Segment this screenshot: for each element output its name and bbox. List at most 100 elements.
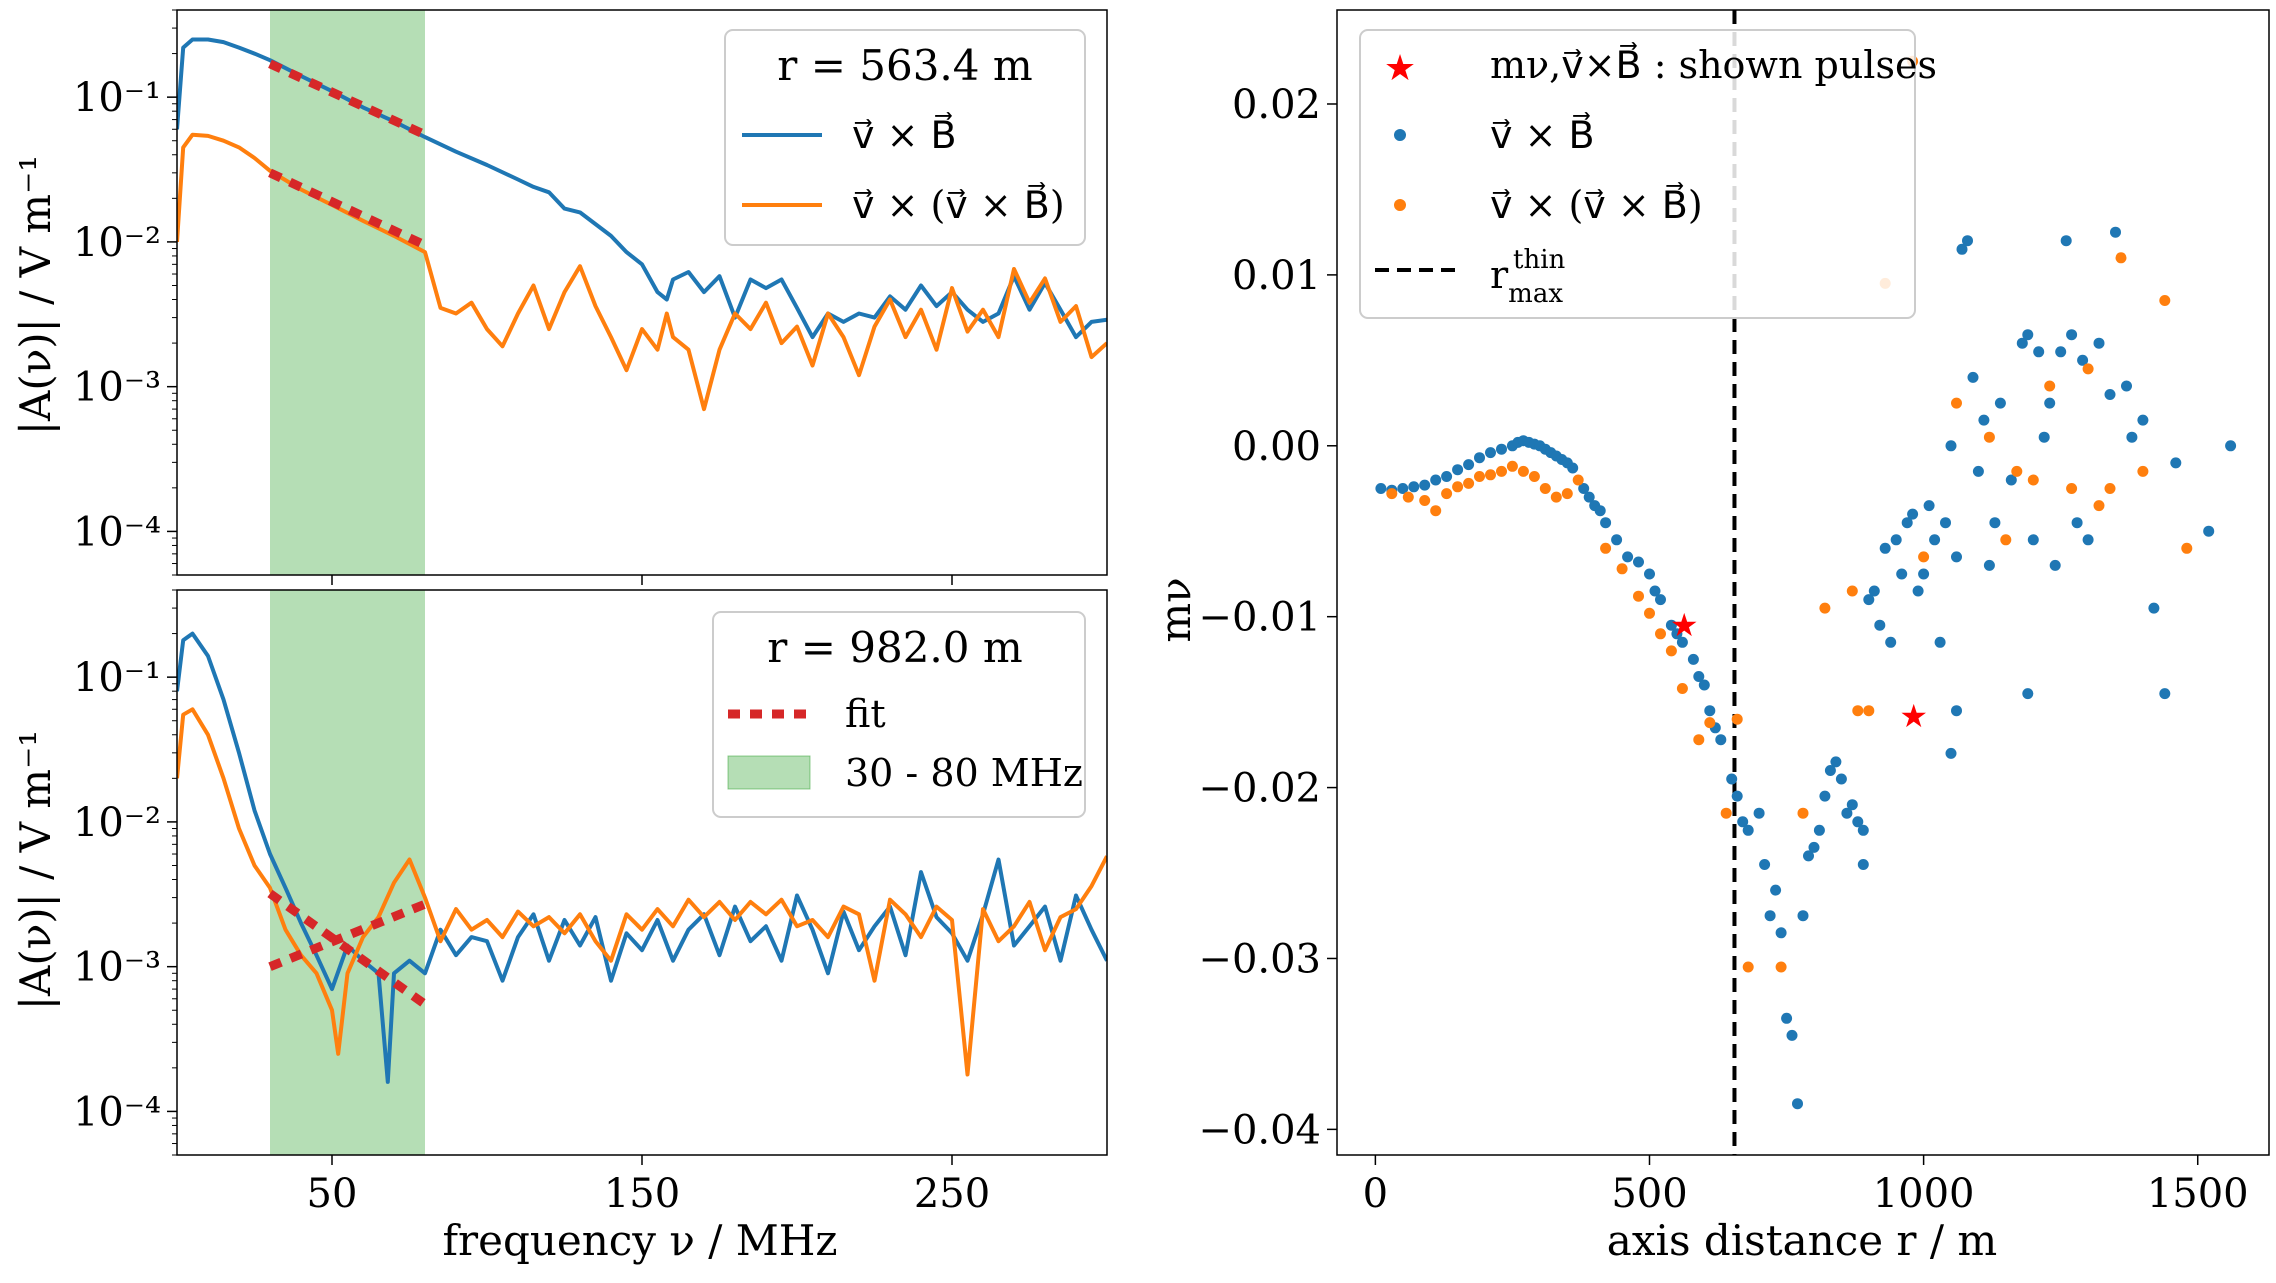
scatter-point-vxB: [1753, 807, 1765, 819]
scatter-point-vxB: [1463, 459, 1475, 471]
legend-right-item-vxvxB: v⃗ × (v⃗ × B⃗): [1490, 182, 1703, 227]
scatter-point-vxvxB: [2082, 363, 2094, 375]
legend-bottom-item-fit: fit: [845, 692, 886, 736]
scatter-point-vxvxB: [2115, 252, 2127, 264]
scatter-point-vxvxB: [2159, 295, 2171, 306]
series-line-vxB-0: [177, 37, 1107, 340]
scatter-point-vxB: [1742, 824, 1754, 836]
scatter-point-vxB: [2033, 346, 2045, 358]
scatter-point-vxB: [1375, 483, 1387, 494]
scatter-point-vxB: [1676, 636, 1688, 648]
scatter-point-vxB: [1874, 619, 1886, 631]
scatter-point-vxB: [1901, 517, 1913, 529]
ytick-label: 10⁻⁴: [73, 1089, 161, 1135]
scatter-point-vxB: [1951, 551, 1962, 563]
scatter-point-vxB: [2066, 329, 2078, 341]
scatter-point-vxB: [1633, 556, 1644, 568]
legend-right-item-rmax: rmaxthin: [1490, 245, 1566, 309]
scatter-point-vxB: [2159, 688, 2171, 700]
scatter-point-vxB: [1857, 824, 1869, 836]
bottom-ylabel: |A(ν)| / V m⁻¹: [11, 730, 60, 1010]
scatter-point-vxB: [1737, 816, 1749, 828]
scatter-point-vxvxB: [2011, 465, 2023, 477]
scatter-point-vxB: [2055, 346, 2067, 358]
scatter-point-vxB: [2082, 534, 2094, 546]
scatter-point-vxvxB: [2093, 500, 2105, 512]
scatter-point-vxB: [1912, 585, 1924, 597]
scatter-point-vxvxB: [2137, 465, 2149, 477]
scatter-point-vxvxB: [1474, 471, 1485, 482]
scatter-point-vxB: [2170, 457, 2182, 469]
series-line-fit-3: [268, 168, 427, 250]
scatter-point-vxvxB: [1693, 734, 1705, 746]
scatter-point-vxB: [2203, 525, 2215, 537]
scatter-point-vxvxB: [1419, 495, 1431, 506]
legend-right-marker-vxB: [1394, 129, 1406, 141]
scatter-point-vxvxB: [1863, 705, 1875, 717]
scatter-point-vxB: [2126, 431, 2138, 443]
scatter-point-vxB: [1693, 671, 1705, 682]
scatter-point-vxvxB: [1600, 542, 1612, 554]
scatter-point-vxvxB: [1742, 961, 1754, 973]
scatter-point-vxB: [2225, 440, 2237, 452]
scatter-point-vxB: [1962, 235, 1973, 247]
scatter-point-vxvxB: [1951, 397, 1962, 409]
series-group: [177, 631, 1107, 1084]
scatter-point-vxB: [1731, 790, 1743, 802]
scatter-point-vxB: [1775, 927, 1787, 939]
scatter-point-vxB: [1983, 559, 1995, 571]
scatter-point-vxB: [1813, 824, 1825, 836]
scatter-point-vxvxB: [1441, 488, 1453, 500]
scatter-point-vxvxB: [1704, 717, 1716, 729]
scatter-point-vxB: [1649, 585, 1661, 597]
scatter-point-vxvxB: [1550, 491, 1562, 503]
scatter-point-vxB: [1907, 508, 1919, 520]
scatter-point-vxvxB: [1402, 491, 1414, 503]
scatter-point-vxvxB: [1452, 481, 1464, 493]
band-30-80-mhz: [270, 10, 425, 575]
scatter-point-vxB: [1830, 756, 1842, 768]
scatter-point-vxB: [1868, 585, 1880, 597]
scatter-point-vxB: [1792, 1098, 1803, 1110]
scatter-point-vxB: [2104, 389, 2116, 400]
xtick-label: 1000: [1873, 1171, 1975, 1217]
scatter-point-vxvxB: [1819, 602, 1831, 614]
scatter-point-vxB: [1408, 481, 1420, 493]
right-xlabel: axis distance r / m: [1607, 1216, 1997, 1265]
scatter-point-vxB: [1655, 594, 1666, 606]
scatter-point-vxvxB: [1676, 683, 1688, 694]
scatter-point-vxB: [2044, 397, 2056, 409]
series-line-vxvxB-1: [177, 132, 1107, 412]
right-ylabel: mν: [1151, 577, 1200, 642]
scatter-point-vxB: [2005, 474, 2017, 486]
scatter-point-vxB: [1808, 841, 1820, 853]
scatter-point-vxB: [1896, 568, 1908, 580]
scatter-point-vxB: [1698, 679, 1710, 691]
scatter-point-vxB: [1644, 568, 1655, 580]
ytick-label: 10⁻³: [73, 945, 161, 991]
scatter-point-vxvxB: [1506, 460, 1518, 472]
scatter-point-vxvxB: [1386, 488, 1398, 500]
scatter-point-vxB: [1934, 636, 1946, 648]
scatter-point-vxvxB: [1665, 645, 1677, 657]
scatter-point-vxB: [1687, 653, 1699, 665]
scatter-point-vxB: [2071, 517, 2083, 529]
scatter-point-vxvxB: [1517, 465, 1529, 477]
scatter-point-vxvxB: [1644, 607, 1655, 619]
scatter-point-vxvxB: [1852, 705, 1864, 717]
scatter-point-vxB: [1786, 1029, 1798, 1041]
scatter-point-vxB: [1496, 443, 1507, 455]
shown-pulse-star: ★: [1899, 697, 1928, 735]
bottom-xlabel: frequency ν / MHz: [442, 1216, 837, 1265]
top-ylabel: |A(ν)| / V m⁻¹: [11, 155, 60, 435]
scatter-point-vxB: [1972, 465, 1984, 477]
slope-vs-distance-panel: ★★0.020.010.00−0.01−0.02−0.03−0.040 500 10…: [1198, 9, 2270, 1217]
scatter-point-vxB: [1452, 464, 1464, 476]
scatter-point-vxB: [1803, 850, 1814, 862]
scatter-point-vxvxB: [1633, 590, 1644, 602]
scatter-point-vxB: [1594, 505, 1606, 517]
scatter-point-vxB: [1474, 452, 1485, 464]
scatter-point-vxB: [2016, 337, 2028, 349]
scatter-point-vxvxB: [1528, 471, 1540, 482]
scatter-point-vxvxB: [1561, 488, 1573, 500]
